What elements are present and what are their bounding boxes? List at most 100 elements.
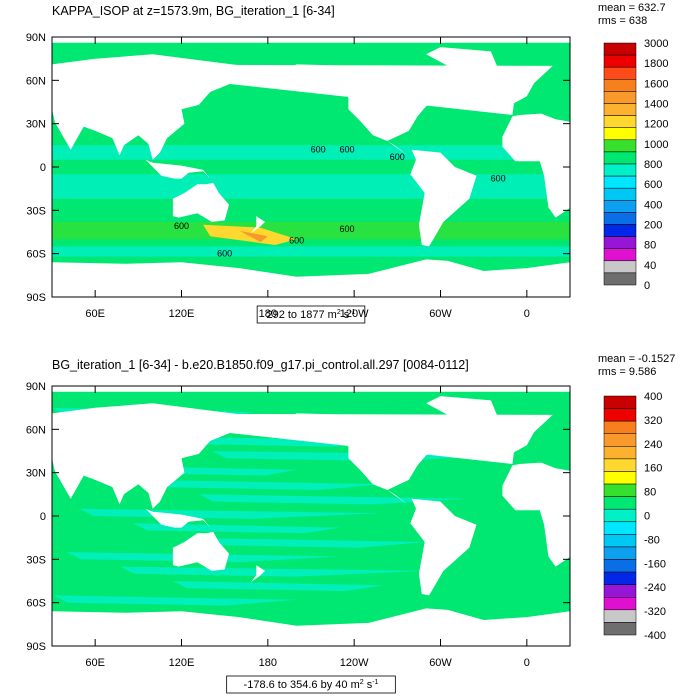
colorbar-swatch bbox=[603, 212, 637, 225]
y-tick-label: 30S bbox=[26, 554, 46, 566]
colorbar-label: 600 bbox=[644, 179, 662, 191]
cyan-patch-7 bbox=[198, 494, 470, 505]
contour-label: 600 bbox=[339, 224, 354, 234]
land-greenland bbox=[426, 47, 499, 81]
range-exp-2: 2 bbox=[360, 679, 364, 686]
land-na bbox=[282, 413, 448, 505]
land-greenland bbox=[426, 396, 499, 430]
x-tick-label: 60E bbox=[85, 657, 105, 669]
colorbar-swatch bbox=[603, 200, 637, 213]
colorbar-swatch bbox=[603, 151, 637, 165]
cyan-patch-6 bbox=[145, 479, 383, 490]
range-text: -178.6 to 354.6 by 40 m2 s-1 bbox=[244, 679, 379, 691]
colorbar-label: -240 bbox=[644, 582, 666, 594]
cyan-patch-13 bbox=[172, 581, 383, 592]
colorbar-swatch bbox=[603, 546, 637, 560]
chart-title: BG_iteration_1 [6-34] - b.e20.B1850.f09_… bbox=[52, 358, 469, 372]
colorbar-swatch bbox=[603, 115, 637, 128]
colorbar-swatch bbox=[603, 248, 637, 262]
range-exp-2: 2 bbox=[337, 309, 341, 316]
range-sep: s bbox=[364, 679, 373, 691]
colorbar-label: -160 bbox=[644, 558, 666, 570]
land-sa bbox=[410, 149, 477, 247]
land-australia bbox=[172, 531, 229, 571]
colorbar-swatch bbox=[603, 597, 637, 611]
colorbar-swatch bbox=[603, 584, 637, 598]
colorbar-swatch bbox=[603, 79, 637, 92]
cyan-band-3 bbox=[52, 246, 570, 257]
colorbar-label: 1600 bbox=[644, 78, 668, 90]
range-sep: s bbox=[341, 309, 350, 321]
range-box bbox=[256, 305, 366, 324]
x-tick-label: 0 bbox=[524, 657, 530, 669]
land-africa bbox=[502, 462, 601, 567]
colorbar-swatch bbox=[603, 433, 637, 447]
colorbar-label: 80 bbox=[644, 240, 656, 252]
colorbar: 400 320 240 160 80 0 -80 -160 -240 -320 -400 bbox=[603, 391, 666, 642]
colorbar-swatch bbox=[603, 420, 637, 434]
colorbar-swatch bbox=[603, 559, 637, 573]
colorbar-swatch bbox=[603, 127, 637, 141]
stat-mean: mean = 632.7 bbox=[598, 2, 666, 14]
x-tick-label: 120W bbox=[340, 657, 369, 669]
land-arctic bbox=[52, 386, 570, 392]
contour-label: 600 bbox=[217, 249, 232, 259]
range-exp-neg1: -1 bbox=[349, 309, 355, 316]
stat-rms: rms = 9.586 bbox=[598, 366, 656, 378]
colorbar-swatch bbox=[603, 408, 637, 422]
y-tick-label: 60N bbox=[26, 424, 46, 436]
colorbar-swatch bbox=[603, 187, 637, 201]
land-indonesia bbox=[145, 159, 211, 179]
land-antarctica bbox=[52, 608, 570, 646]
x-tick-label: 60W bbox=[429, 657, 452, 669]
y-tick-label: 60S bbox=[26, 598, 46, 610]
x-tick-label: 120E bbox=[169, 657, 195, 669]
colorbar-swatch bbox=[603, 272, 637, 286]
colorbar-label: 160 bbox=[644, 463, 662, 475]
colorbar-swatch bbox=[603, 483, 637, 497]
colorbar-label: 1400 bbox=[644, 99, 668, 111]
x-tick-label: 120W bbox=[340, 308, 369, 320]
colorbar-swatch bbox=[603, 103, 637, 116]
y-tick-label: 90N bbox=[26, 32, 46, 44]
colorbar-swatch bbox=[603, 54, 637, 68]
contour-label: 600 bbox=[311, 145, 326, 155]
x-tick-label: 60E bbox=[85, 308, 105, 320]
colorbar-swatch bbox=[603, 622, 637, 636]
colorbar-swatch bbox=[603, 458, 637, 472]
colorbar-swatch bbox=[603, 471, 637, 485]
y-tick-label: 90S bbox=[26, 641, 46, 653]
colorbar-label: 80 bbox=[644, 487, 656, 499]
colorbar-label: 1000 bbox=[644, 139, 668, 151]
colorbar-label: 0 bbox=[644, 280, 650, 292]
colorbar-label: -400 bbox=[644, 630, 666, 642]
colorbar-label: 40 bbox=[644, 260, 656, 272]
x-tick-label: 60W bbox=[429, 308, 452, 320]
colorbar-swatch bbox=[603, 521, 637, 535]
map-panel-2: 90N 60N 30N 0 30S 60S 90S 60E 120E 180 120W 60W 0 BG_… bbox=[26, 353, 675, 694]
contour-label: 600 bbox=[289, 236, 304, 246]
hotspot-core bbox=[239, 230, 268, 243]
contour-label: 600 bbox=[390, 152, 405, 162]
colorbar-label: 320 bbox=[644, 415, 662, 427]
colorbar-label: 0 bbox=[644, 511, 650, 523]
range-text: 292 to 1877 m2 s-1 bbox=[266, 309, 355, 321]
colorbar-swatch bbox=[603, 395, 637, 409]
colorbar-label: 1200 bbox=[644, 119, 668, 131]
southern-ocean-band bbox=[52, 221, 570, 240]
x-tick-label: 180 bbox=[259, 657, 277, 669]
colorbar-swatch bbox=[603, 236, 637, 249]
land-arctic bbox=[52, 37, 570, 43]
colorbar-label: 1800 bbox=[644, 58, 668, 70]
colorbar-label: 240 bbox=[644, 439, 662, 451]
contour-label: 600 bbox=[491, 173, 506, 183]
x-tick-label: 0 bbox=[524, 308, 530, 320]
range-exp-neg1: -1 bbox=[372, 679, 378, 686]
y-tick-label: 60S bbox=[26, 249, 46, 261]
colorbar-swatch bbox=[603, 175, 637, 189]
land-africa bbox=[502, 113, 601, 218]
range-box bbox=[226, 675, 396, 694]
x-tick-label: 120E bbox=[169, 308, 195, 320]
y-tick-label: 90S bbox=[26, 292, 46, 304]
